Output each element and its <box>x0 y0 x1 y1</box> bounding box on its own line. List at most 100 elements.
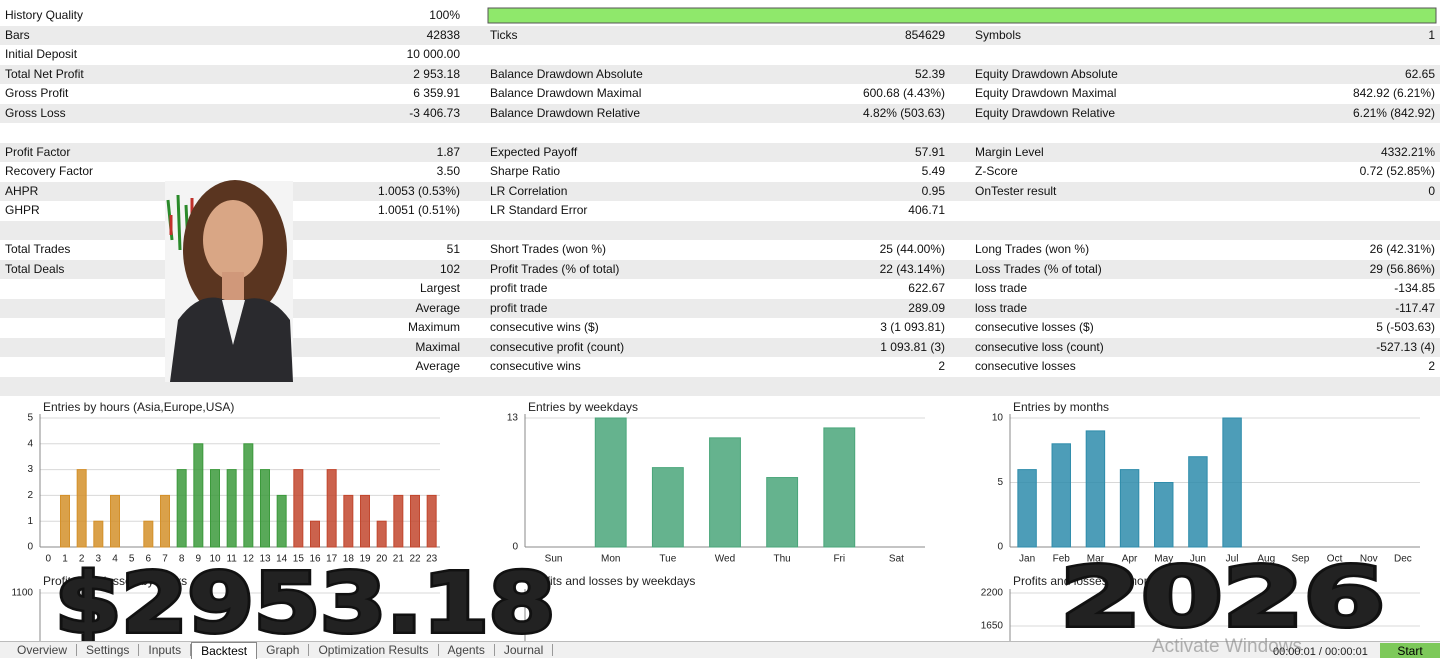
metric-value: 2 953.18 <box>413 66 460 81</box>
metric-label: consecutive wins ($) <box>490 320 599 334</box>
metric-label: Equity Drawdown Relative <box>975 105 1116 120</box>
metric-value: 62.65 <box>1404 66 1435 81</box>
bar <box>343 494 354 548</box>
start-button[interactable]: Start <box>1380 643 1440 658</box>
metric-value: Average <box>415 359 460 373</box>
metric-value: 1 <box>1428 27 1435 42</box>
bar <box>1017 469 1037 548</box>
x-tick-label: Sat <box>889 554 904 565</box>
report-row: History Quality 100% <box>0 6 1440 26</box>
bar <box>326 469 337 548</box>
x-tick-label: 12 <box>243 554 255 565</box>
bar <box>766 477 799 548</box>
y-tick-label: 2 <box>27 490 33 501</box>
metric-value: Maximal <box>415 339 460 354</box>
chart: Entries by hours (Asia,Europe,USA)012345… <box>27 400 440 565</box>
bar <box>1085 430 1106 548</box>
metric-value: 51 <box>446 242 460 256</box>
y-tick-label: 5 <box>997 477 1003 488</box>
bar <box>376 520 387 548</box>
bar <box>310 520 320 548</box>
metric-label: Loss Trades (% of total) <box>975 261 1102 276</box>
metric-value: 52.39 <box>914 66 945 81</box>
metric-label: Balance Drawdown Absolute <box>490 66 643 81</box>
x-tick-label: Thu <box>774 554 791 565</box>
x-tick-label: 19 <box>359 554 371 565</box>
x-tick-label: Wed <box>715 554 735 565</box>
report-row: Gross Profit 6 359.91 Balance Drawdown Max… <box>0 84 1440 104</box>
report-row: Profit Factor 1.87 Expected Payoff 57.91 Mar… <box>0 142 1440 162</box>
x-tick-label: 15 <box>293 554 305 565</box>
tab[interactable]: Graph <box>257 644 310 657</box>
x-tick-label: 22 <box>409 554 421 565</box>
metric-label: Balance Drawdown Maximal <box>490 86 642 100</box>
bar <box>1222 417 1242 548</box>
metric-value: -527.13 (4) <box>1376 339 1435 354</box>
tab[interactable]: Journal <box>495 644 554 657</box>
x-tick-label: Nov <box>1360 554 1378 565</box>
report-row: Total Trades 51 Short Trades (won %) 25 (44… <box>0 240 1440 260</box>
x-tick-label: Apr <box>1122 554 1138 565</box>
tab[interactable]: Agents <box>439 644 495 657</box>
metric-value: 4.82% (503.63) <box>862 105 945 120</box>
x-tick-label: 8 <box>179 554 185 565</box>
bar <box>110 494 120 548</box>
x-tick-label: 17 <box>326 554 338 565</box>
metric-value: 1.0053 (0.53%) <box>377 183 460 198</box>
chart: Entries by months 0 5 10 Jan Feb Mar Apr May Jun J… <box>992 400 1420 565</box>
metric-value: 0.95 <box>921 183 945 198</box>
x-tick-label: 1 <box>62 554 68 565</box>
report-row: Gross Loss -3 406.73 Balance Drawdown Rela… <box>0 103 1440 123</box>
metric-label: Ticks <box>490 27 518 42</box>
bar <box>260 469 270 548</box>
x-tick-label: 0 <box>46 554 52 565</box>
y-tick-label: 0 <box>27 542 33 553</box>
metric-value: -3 406.73 <box>409 105 460 120</box>
report-row: Maximal consecutive profit (count) 1 093.8… <box>0 337 1440 357</box>
metric-value: -117.47 <box>1395 300 1435 315</box>
chart-title: Profits and losses by hours <box>43 574 187 588</box>
bar <box>226 469 237 548</box>
metric-label: Profit Factor <box>5 144 71 159</box>
tab-bar: Overview Settings Inputs Backtest Graph Optim… <box>0 641 1440 659</box>
tab[interactable]: Inputs <box>139 644 192 657</box>
chart: Profits and losses by months 1650 2200 <box>981 574 1420 658</box>
bar <box>243 443 254 548</box>
metric-label: OnTester result <box>975 183 1057 198</box>
overlay-year: 2026 <box>1060 550 1385 645</box>
metric-value: 26 (42.31%) <box>1369 242 1435 256</box>
x-tick-label: 14 <box>276 554 288 565</box>
x-tick-label: Fri <box>833 554 845 565</box>
report-row <box>0 376 1440 396</box>
tab[interactable]: Backtest <box>191 642 258 659</box>
metric-label: Bars <box>5 27 30 42</box>
bar <box>293 469 304 548</box>
metric-value: 0.72 (52.85%) <box>1359 164 1435 178</box>
bar <box>60 494 70 548</box>
x-tick-label: Jun <box>1190 554 1206 565</box>
y-tick-label: 5 <box>27 413 33 424</box>
y-tick-label: 10 <box>992 413 1004 424</box>
portrait <box>165 180 293 382</box>
metric-value: 4332.21% <box>1380 144 1435 159</box>
tab[interactable]: Settings <box>77 644 140 657</box>
metric-value: 3 (1 093.81) <box>880 320 945 334</box>
y-tick-label: 1 <box>27 516 33 527</box>
metric-label: consecutive loss (count) <box>975 339 1104 354</box>
bar <box>393 494 404 548</box>
bar <box>360 494 370 548</box>
metric-label: Symbols <box>975 27 1022 42</box>
x-tick-label: 10 <box>209 554 221 565</box>
y-tick-label: 3 <box>27 464 33 475</box>
y-tick-label: 0 <box>512 542 518 553</box>
x-tick-label: 16 <box>309 554 321 565</box>
metric-label: profit trade <box>490 281 548 295</box>
tab[interactable]: Overview <box>8 644 78 657</box>
bar <box>160 494 170 548</box>
x-tick-label: 20 <box>376 554 388 565</box>
metric-value: 1.87 <box>436 144 460 159</box>
metric-label: Balance Drawdown Relative <box>490 105 641 120</box>
bar <box>594 417 627 548</box>
tab[interactable]: Optimization Results <box>309 644 439 657</box>
